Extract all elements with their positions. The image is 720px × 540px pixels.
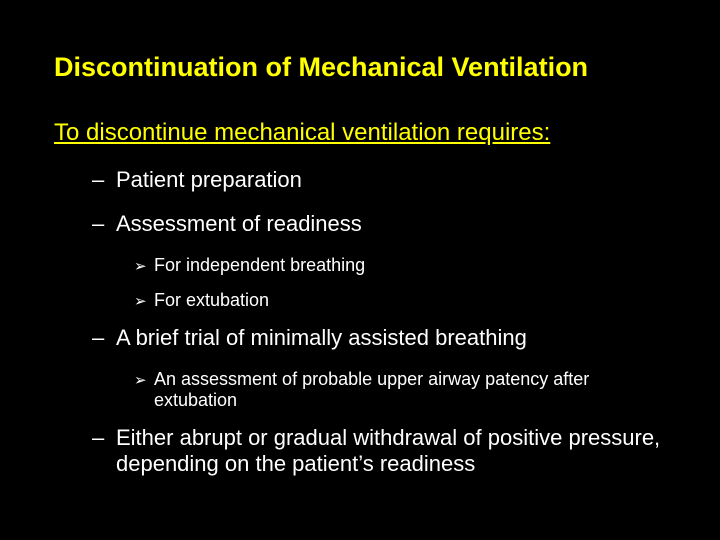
bullet-l1: Either abrupt or gradual withdrawal of p…	[92, 425, 666, 477]
bullet-l1: Patient preparation	[92, 167, 666, 193]
slide-intro: To discontinue mechanical ventilation re…	[54, 119, 666, 147]
bullet-l2: An assessment of probable upper airway p…	[134, 369, 666, 411]
bullet-l1: A brief trial of minimally assisted brea…	[92, 325, 666, 351]
bullet-l2: For independent breathing	[134, 255, 666, 276]
bullet-group-0: Patient preparation	[54, 167, 666, 193]
bullet-group-2: A brief trial of minimally assisted brea…	[54, 325, 666, 411]
bullet-group-3: Either abrupt or gradual withdrawal of p…	[54, 425, 666, 477]
bullet-l1: Assessment of readiness	[92, 211, 666, 237]
slide-title: Discontinuation of Mechanical Ventilatio…	[54, 52, 666, 83]
bullet-l2: For extubation	[134, 290, 666, 311]
bullet-group-1: Assessment of readiness For independent …	[54, 211, 666, 311]
